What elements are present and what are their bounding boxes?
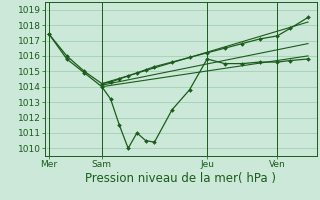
- X-axis label: Pression niveau de la mer( hPa ): Pression niveau de la mer( hPa ): [85, 172, 276, 185]
